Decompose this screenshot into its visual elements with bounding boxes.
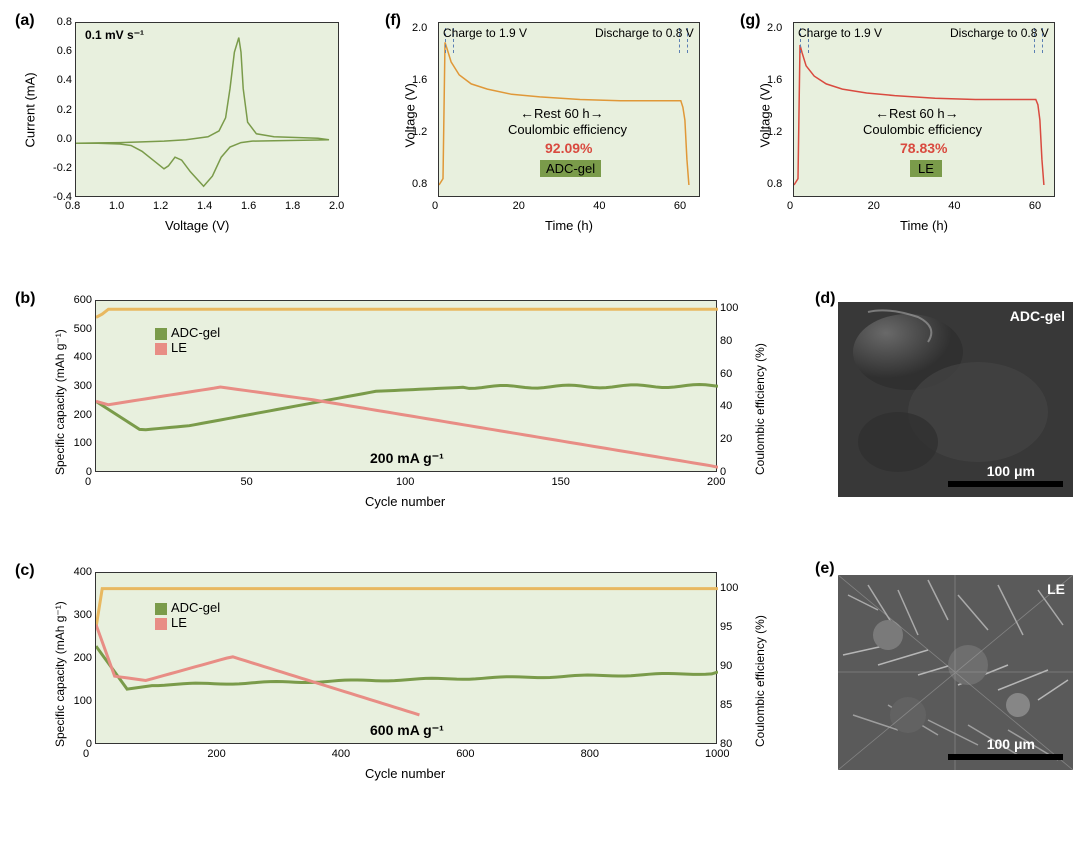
panel-b-xlabel: Cycle number: [365, 494, 445, 509]
panel-d-image: ADC-gel 100 μm: [838, 302, 1073, 497]
panel-b-legend: ADC-gel LE: [155, 325, 220, 355]
panel-f-ce-value: 92.09%: [545, 140, 592, 156]
panel-c-xlabel: Cycle number: [365, 766, 445, 781]
panel-f-rest: ←Rest 60 h→: [520, 105, 604, 121]
panel-f-label: (f): [385, 12, 401, 30]
panel-b-ylabel: Specific capacity (mAh g⁻¹): [53, 295, 67, 475]
panel-b-y2label: Coulombic efficiency (%): [753, 295, 767, 475]
panel-a-ylabel: Current (mA): [23, 68, 38, 148]
panel-g-xlabel: Time (h): [900, 218, 948, 233]
panel-c-rate: 600 mA g⁻¹: [370, 722, 444, 739]
panel-e-image: LE 100 μm: [838, 575, 1073, 770]
panel-e-sample: LE: [1047, 581, 1065, 597]
panel-f-xlabel: Time (h): [545, 218, 593, 233]
panel-b-rate: 200 mA g⁻¹: [370, 450, 444, 467]
panel-c-ylabel: Specific capacity (mAh g⁻¹): [53, 567, 67, 747]
panel-e-label: (e): [815, 560, 835, 578]
panel-a-label: (a): [15, 12, 35, 30]
panel-c-legend: ADC-gel LE: [155, 600, 220, 630]
cv-curve-svg: [76, 23, 340, 198]
panel-d-scale: 100 μm: [987, 463, 1035, 479]
panel-g-rest: ←Rest 60 h→: [875, 105, 959, 121]
panel-f-ce-text: Coulombic efficiency: [508, 122, 627, 137]
panel-a: [75, 22, 339, 197]
panel-d-label: (d): [815, 290, 835, 308]
panel-c-y2label: Coulombic efficiency (%): [753, 567, 767, 747]
panel-c-svg: [96, 573, 718, 745]
panel-f-charge: Charge to 1.9 V: [443, 26, 527, 40]
panel-g-discharge: Discharge to 0.8 V: [950, 26, 1049, 40]
panel-a-xlabel: Voltage (V): [165, 218, 229, 233]
panel-f-sample: ADC-gel: [540, 160, 601, 177]
panel-d-sample: ADC-gel: [1010, 308, 1065, 324]
panel-g-label: (g): [740, 12, 760, 30]
panel-c-label: (c): [15, 562, 35, 580]
panel-g-sample: LE: [910, 160, 942, 177]
panel-g-ce-value: 78.83%: [900, 140, 947, 156]
panel-a-annotation: 0.1 mV s⁻¹: [85, 28, 144, 42]
panel-b-label: (b): [15, 290, 35, 308]
panel-e-scale: 100 μm: [987, 736, 1035, 752]
panel-g-ce-text: Coulombic efficiency: [863, 122, 982, 137]
panel-g-charge: Charge to 1.9 V: [798, 26, 882, 40]
panel-c: [95, 572, 717, 744]
panel-f-discharge: Discharge to 0.8 V: [595, 26, 694, 40]
